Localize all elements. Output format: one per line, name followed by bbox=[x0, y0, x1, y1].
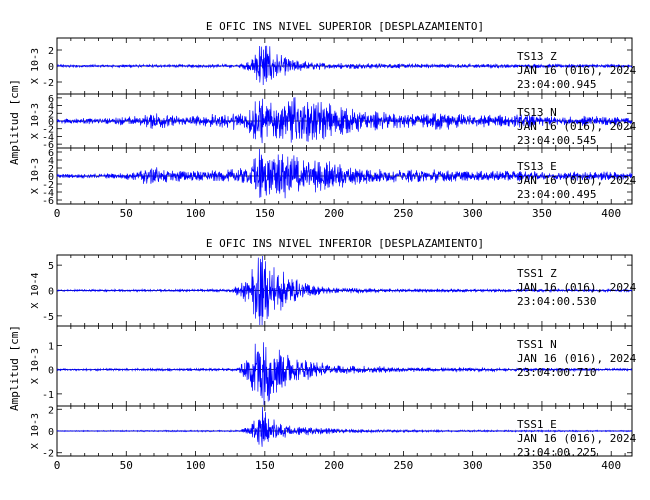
date-label: JAN 16 (016), 2024 bbox=[517, 120, 637, 133]
y-tick-label: 2 bbox=[48, 109, 54, 120]
x-tick-label: 50 bbox=[120, 207, 133, 220]
x-tick-label: 350 bbox=[532, 459, 552, 472]
x-tick-label: 50 bbox=[120, 459, 133, 472]
scale-label: X 10-3 bbox=[30, 413, 41, 449]
y-tick-label: 4 bbox=[48, 102, 54, 113]
y-tick-label: -4 bbox=[42, 188, 54, 199]
y-tick-label: 6 bbox=[48, 94, 54, 105]
y-tick-label: 2 bbox=[48, 405, 54, 416]
station-label: TS13 N bbox=[517, 106, 557, 119]
station-label: TS13 E bbox=[517, 160, 557, 173]
y-tick-label: 4 bbox=[48, 156, 54, 167]
y-tick-label: 2 bbox=[48, 164, 54, 175]
date-label: JAN 16 (016), 2024 bbox=[517, 432, 637, 445]
time-label: 23:04:00.710 bbox=[517, 366, 596, 379]
x-tick-label: 200 bbox=[324, 207, 344, 220]
scale-label: X 10-3 bbox=[30, 103, 41, 139]
x-tick-label: 200 bbox=[324, 459, 344, 472]
y-tick-label: -4 bbox=[42, 132, 54, 143]
x-tick-label: 100 bbox=[186, 207, 206, 220]
time-label: 23:04:00.545 bbox=[517, 134, 596, 147]
station-label: TSS1 Z bbox=[517, 267, 557, 280]
y-tick-label: 0 bbox=[48, 172, 54, 183]
x-tick-label: 400 bbox=[601, 459, 621, 472]
y-tick-label: 6 bbox=[48, 148, 54, 159]
y-tick-label: -5 bbox=[42, 312, 54, 323]
x-tick-label: 250 bbox=[393, 459, 413, 472]
scale-label: X 10-3 bbox=[30, 48, 41, 84]
x-tick-label: 300 bbox=[463, 207, 483, 220]
x-tick-label: 150 bbox=[255, 459, 275, 472]
station-label: TS13 Z bbox=[517, 50, 557, 63]
y-tick-label: -2 bbox=[42, 180, 54, 191]
date-label: JAN 16 (016), 2024 bbox=[517, 352, 637, 365]
y-tick-label: -6 bbox=[42, 140, 54, 151]
title-lower: E OFIC INS NIVEL INFERIOR [DESPLAZAMIENT… bbox=[206, 237, 484, 250]
x-tick-label: 350 bbox=[532, 207, 552, 220]
waveform-line bbox=[56, 406, 633, 447]
time-label: 23:04:00.945 bbox=[517, 78, 596, 91]
y-tick-label: -1 bbox=[42, 390, 54, 401]
y-tick-label: 1 bbox=[48, 341, 54, 352]
waveform-line bbox=[56, 97, 633, 144]
station-label: TSS1 E bbox=[517, 418, 557, 431]
y-tick-label: -6 bbox=[42, 196, 54, 207]
ylabel-upper: Amplitud [cm] bbox=[8, 79, 21, 165]
y-tick-label: 5 bbox=[48, 261, 54, 272]
date-label: JAN 16 (016), 2024 bbox=[517, 174, 637, 187]
y-tick-label: 0 bbox=[48, 287, 54, 298]
time-label: 23:04:00.530 bbox=[517, 295, 596, 308]
scale-label: X 10-3 bbox=[30, 348, 41, 384]
x-tick-label: 0 bbox=[54, 459, 61, 472]
y-tick-label: 2 bbox=[48, 46, 54, 57]
x-tick-label: 150 bbox=[255, 207, 275, 220]
waveform-line bbox=[56, 148, 633, 199]
time-label: 23:04:00.225 bbox=[517, 446, 596, 459]
y-tick-label: 0 bbox=[48, 427, 54, 438]
x-tick-label: 0 bbox=[54, 207, 61, 220]
waveform-line bbox=[56, 255, 633, 326]
waveform-line bbox=[56, 45, 633, 86]
y-tick-label: -2 bbox=[42, 125, 54, 136]
y-tick-label: -2 bbox=[42, 78, 54, 89]
date-label: JAN 16 (016), 2024 bbox=[517, 281, 637, 294]
y-tick-label: 0 bbox=[48, 366, 54, 377]
date-label: JAN 16 (016), 2024 bbox=[517, 64, 637, 77]
scale-label: X 10-4 bbox=[30, 272, 41, 308]
time-label: 23:04:00.495 bbox=[517, 188, 596, 201]
waveform-line bbox=[56, 342, 633, 406]
ylabel-lower: Amplitud [cm] bbox=[8, 325, 21, 411]
x-tick-label: 300 bbox=[463, 459, 483, 472]
scale-label: X 10-3 bbox=[30, 158, 41, 194]
y-tick-label: -2 bbox=[42, 449, 54, 460]
station-label: TSS1 N bbox=[517, 338, 557, 351]
x-tick-label: 400 bbox=[601, 207, 621, 220]
x-tick-label: 250 bbox=[393, 207, 413, 220]
y-tick-label: 0 bbox=[48, 62, 54, 73]
title-upper: E OFIC INS NIVEL SUPERIOR [DESPLAZAMIENT… bbox=[206, 20, 484, 33]
x-tick-label: 100 bbox=[186, 459, 206, 472]
y-tick-label: 0 bbox=[48, 117, 54, 128]
